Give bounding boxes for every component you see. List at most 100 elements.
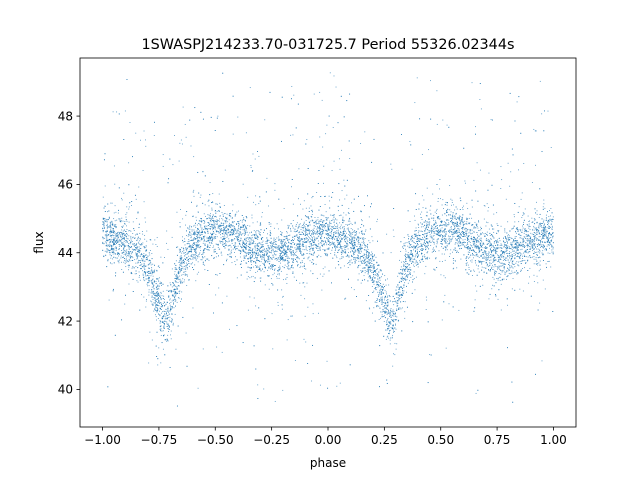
data-point (170, 308, 172, 310)
data-point (141, 254, 143, 256)
data-point (182, 106, 184, 108)
data-point (173, 285, 175, 287)
data-point (211, 240, 213, 242)
data-point (492, 236, 494, 238)
data-point (440, 235, 442, 237)
data-point (513, 214, 515, 216)
data-point (402, 261, 404, 263)
data-point (156, 269, 158, 271)
data-point (542, 206, 544, 208)
data-point (167, 325, 169, 327)
data-point (296, 222, 298, 224)
data-point (542, 244, 544, 246)
data-point (155, 295, 156, 297)
data-point (300, 294, 302, 296)
data-point (320, 224, 321, 226)
data-point (177, 276, 179, 278)
data-point (389, 339, 391, 341)
data-point (474, 221, 476, 223)
data-point (350, 239, 352, 241)
data-point (221, 230, 223, 231)
data-point (431, 238, 433, 240)
data-point (280, 253, 281, 255)
data-point (174, 289, 176, 291)
data-point (390, 308, 392, 310)
data-point (284, 242, 286, 244)
data-point (391, 168, 393, 170)
data-point (300, 262, 302, 264)
data-point (397, 293, 399, 295)
data-point (277, 273, 279, 275)
data-point (376, 281, 378, 283)
data-point (377, 265, 378, 266)
data-point (403, 264, 405, 266)
data-point (545, 227, 547, 228)
data-point (306, 237, 308, 239)
data-point (118, 218, 120, 220)
data-point (194, 232, 196, 234)
data-point (339, 168, 341, 170)
data-point (250, 252, 252, 253)
data-point (515, 262, 517, 264)
data-point (297, 236, 298, 238)
data-point (257, 243, 259, 245)
data-point (152, 304, 154, 306)
data-point (392, 301, 393, 303)
data-point (190, 145, 192, 147)
data-point (174, 271, 176, 273)
data-point (169, 329, 170, 331)
data-point (335, 244, 337, 246)
data-point (333, 245, 335, 247)
data-point (488, 255, 490, 257)
data-point (246, 253, 248, 255)
data-point (286, 339, 288, 341)
data-point (508, 235, 510, 237)
data-point (389, 322, 391, 324)
data-point (197, 387, 199, 389)
data-point (311, 197, 313, 199)
data-point (220, 228, 222, 230)
data-point (455, 231, 457, 233)
data-point (155, 292, 157, 294)
data-point (223, 205, 225, 206)
data-point (420, 249, 421, 251)
data-point (449, 235, 451, 237)
data-point (190, 235, 192, 236)
data-point (389, 329, 391, 331)
data-point (421, 258, 423, 260)
data-point (501, 179, 503, 181)
data-point (150, 270, 152, 271)
data-point (406, 253, 408, 255)
data-point (443, 232, 445, 233)
data-point (122, 235, 124, 237)
data-point (132, 221, 134, 223)
data-point (330, 233, 332, 235)
data-point (243, 230, 245, 232)
data-point (446, 242, 447, 244)
data-point (483, 271, 485, 273)
data-point (460, 231, 462, 233)
data-point (313, 234, 314, 236)
data-point (468, 222, 470, 224)
data-point (389, 322, 391, 324)
data-point (469, 256, 471, 258)
data-point (102, 231, 104, 233)
data-point (509, 262, 510, 264)
data-point (542, 230, 544, 232)
data-point (523, 236, 525, 238)
data-point (482, 261, 483, 263)
data-point (447, 238, 449, 240)
data-point (269, 242, 271, 243)
data-point (357, 251, 359, 253)
data-point (498, 230, 500, 231)
data-point (336, 219, 338, 221)
data-point (282, 295, 284, 297)
data-point (209, 182, 211, 184)
data-point (184, 274, 186, 276)
data-point (139, 260, 141, 261)
data-point (132, 236, 134, 238)
data-point (438, 231, 440, 233)
data-point (454, 247, 456, 249)
data-point (259, 247, 261, 249)
data-point (458, 244, 460, 246)
